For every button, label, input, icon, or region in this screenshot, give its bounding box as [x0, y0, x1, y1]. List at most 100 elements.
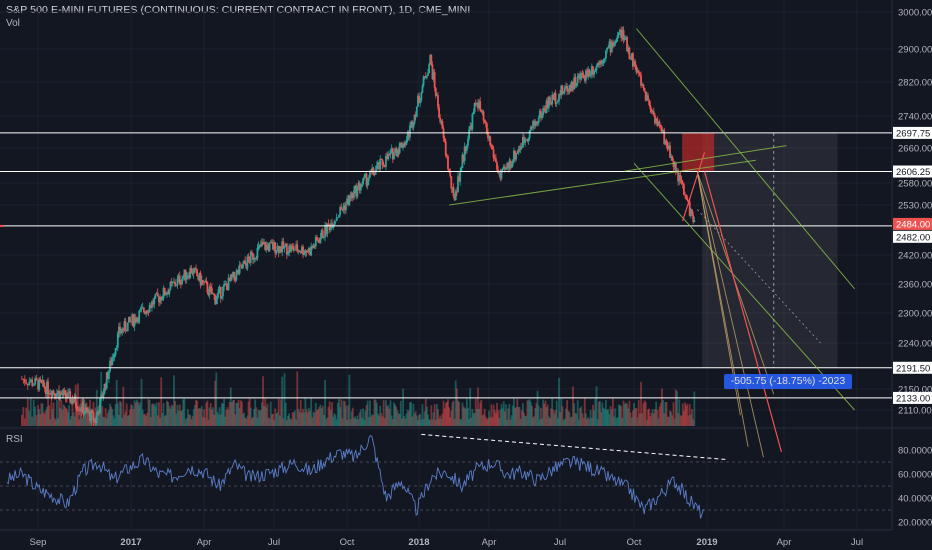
volume-bar [614, 408, 617, 426]
candle-body [102, 393, 105, 398]
volume-bar [224, 416, 227, 426]
volume-bar [389, 400, 392, 426]
candle-body [593, 70, 596, 75]
volume-bar [244, 417, 247, 426]
candle-body [437, 95, 439, 108]
volume-bar [623, 403, 626, 426]
volume-bar [467, 407, 469, 426]
volume-bar [533, 416, 536, 426]
volume-bar [180, 411, 182, 426]
volume-bar [341, 418, 344, 426]
candle-body [99, 398, 101, 414]
candle-body [177, 275, 180, 279]
candle-body [264, 242, 267, 250]
volume-bar [553, 413, 556, 426]
volume-bar [227, 409, 230, 426]
volume-bar [223, 398, 225, 426]
volume-bar [34, 406, 37, 426]
level-label: 2606.25 [896, 167, 930, 178]
volume-bar [402, 388, 404, 426]
volume-bar [642, 403, 645, 426]
volume-bar [59, 408, 62, 426]
volume-bar [158, 402, 160, 426]
volume-bar [565, 408, 567, 426]
volume-bar [122, 386, 125, 426]
volume-bar [626, 403, 628, 426]
candle-body [342, 205, 345, 210]
volume-bar [500, 404, 503, 426]
volume-bar [561, 406, 564, 426]
candle-body [334, 220, 337, 222]
candle-body [258, 244, 261, 246]
volume-bar [676, 391, 678, 426]
volume-bar [125, 403, 128, 426]
volume-bar [380, 413, 383, 426]
candle-body [424, 76, 427, 78]
volume-bar [651, 409, 654, 426]
candle-body [390, 148, 393, 151]
volume-bar [359, 409, 362, 426]
candle-body [640, 75, 642, 86]
volume-bar [428, 419, 430, 426]
volume-bar [56, 399, 58, 426]
candle-body [693, 220, 696, 223]
candle-body [457, 176, 459, 192]
candle-body [472, 112, 475, 114]
candle-body [401, 142, 403, 148]
volume-bar [577, 419, 580, 426]
volume-bar [189, 414, 192, 426]
candle-body [575, 82, 578, 86]
candle-body [130, 321, 132, 322]
volume-bar [264, 398, 267, 426]
price-tick-label: 2660.00 [898, 144, 932, 155]
candle-body [129, 316, 131, 322]
volume-bar [213, 414, 215, 426]
volume-bar [327, 406, 330, 426]
volume-bar [652, 413, 655, 426]
candle-body [553, 92, 556, 100]
volume-bar [266, 403, 269, 426]
time-tick-label: Jul [851, 537, 863, 548]
candle-body [272, 243, 274, 250]
volume-bar [438, 418, 440, 426]
candle-body [79, 409, 82, 411]
candle-body [588, 69, 591, 76]
candle-body [229, 274, 232, 281]
volume-bar [580, 406, 583, 426]
volume-bar [437, 409, 439, 426]
candle-body [120, 332, 123, 334]
volume-bar [570, 416, 573, 426]
trend-line [633, 162, 855, 411]
volume-bar [649, 416, 652, 426]
candle-body [601, 62, 604, 64]
candle-body [490, 144, 493, 146]
candle-body [212, 293, 214, 295]
volume-bar [217, 414, 220, 426]
candle-body [512, 150, 515, 161]
volume-bar [538, 419, 541, 426]
volume-bar [412, 403, 415, 426]
volume-bar [323, 414, 325, 426]
volume-bar [367, 417, 370, 426]
volume-bar [555, 400, 558, 426]
candle-body [602, 59, 605, 63]
candle-body [403, 142, 406, 148]
candle-body [510, 165, 513, 168]
candle-body [514, 150, 516, 160]
volume-bar [602, 407, 605, 426]
volume-bar [511, 405, 514, 426]
candle-body [607, 46, 610, 48]
volume-bar [67, 411, 69, 426]
volume-bar [677, 413, 680, 426]
candle-body [148, 305, 151, 313]
volume-bar [169, 408, 172, 426]
candle-body [112, 357, 115, 359]
volume-bar [572, 386, 574, 426]
candle-body [115, 347, 118, 349]
volume-bar [478, 409, 480, 426]
volume-bar [630, 417, 633, 426]
volume-bar [546, 404, 549, 426]
volume-bar [104, 408, 107, 426]
candle-body [363, 176, 366, 179]
